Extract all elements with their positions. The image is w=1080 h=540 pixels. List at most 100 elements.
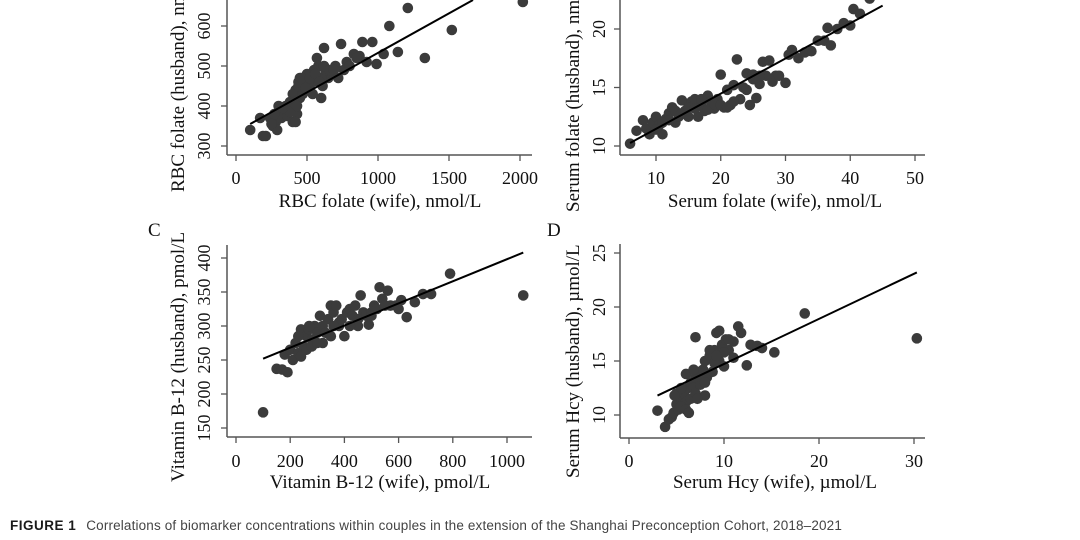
data-point: [751, 92, 762, 104]
data-point: [382, 285, 394, 296]
x-axis-title: RBC folate (wife), nmol/L: [279, 191, 482, 212]
data-point: [392, 46, 404, 58]
y-axis-title: Serum Hcy (husband), µmol/L: [563, 244, 584, 478]
data-point: [780, 77, 791, 89]
figure-label: FIGURE 1: [10, 518, 77, 533]
x-tick-label: 1500: [431, 168, 467, 188]
y-tick-label: 15: [589, 79, 609, 97]
x-tick-label: 10: [715, 451, 733, 471]
data-point: [374, 281, 385, 293]
y-tick-label: 400: [194, 245, 214, 272]
x-tick-label: 500: [294, 168, 321, 188]
x-tick-label: 10: [647, 168, 665, 188]
caption-text: Correlations of biomarker concentrations…: [86, 518, 842, 533]
x-tick-label: 1000: [489, 451, 525, 471]
data-point: [911, 333, 923, 344]
data-point: [713, 325, 725, 337]
x-tick-label: 0: [232, 451, 241, 471]
data-point: [669, 390, 680, 401]
data-point: [715, 69, 727, 80]
data-point: [419, 52, 431, 64]
x-tick-label: 600: [385, 451, 412, 471]
panel-b: 102030405010152025Serum folate (wife), n…: [563, 0, 925, 212]
data-point: [349, 300, 361, 311]
data-point: [631, 125, 642, 137]
regression-line: [262, 251, 524, 360]
data-point: [735, 327, 747, 339]
panel-label-c: C: [148, 220, 161, 241]
x-tick-label: 800: [439, 451, 466, 471]
x-tick-label: 20: [810, 451, 828, 471]
data-point: [683, 407, 695, 419]
data-point: [652, 405, 663, 416]
data-point: [328, 64, 340, 76]
x-axis-title: Serum folate (wife), nmol/L: [668, 191, 882, 212]
y-tick-label: 300: [194, 133, 214, 160]
data-point: [317, 337, 329, 349]
x-tick-label: 50: [906, 168, 924, 188]
data-point: [517, 0, 529, 8]
data-point: [444, 268, 456, 279]
data-point: [371, 58, 382, 70]
data-point: [244, 124, 256, 136]
x-axis-title: Vitamin B-12 (wife), pmol/L: [270, 472, 491, 493]
data-point: [637, 114, 649, 126]
regression-line: [629, 4, 884, 144]
data-point: [361, 56, 372, 68]
data-point: [769, 347, 780, 358]
x-tick-label: 30: [777, 168, 795, 188]
data-point: [318, 42, 330, 54]
y-tick-label: 400: [194, 93, 214, 120]
data-point: [676, 95, 688, 106]
data-point: [711, 350, 722, 361]
x-tick-label: 200: [277, 451, 304, 471]
data-point: [764, 55, 775, 66]
regression-line: [657, 271, 918, 397]
x-tick-label: 2000: [502, 168, 538, 188]
data-point: [741, 360, 753, 371]
data-point: [330, 300, 342, 311]
y-axis-title: Vitamin B-12 (husband), pmol/L: [168, 232, 189, 482]
x-tick-label: 40: [841, 168, 859, 188]
data-point: [363, 319, 375, 330]
y-tick-label: 20: [589, 298, 609, 316]
data-point: [357, 36, 368, 48]
y-axis-title: RBC folate (husband), nmol/L: [168, 0, 189, 192]
y-tick-label: 10: [589, 137, 609, 155]
data-point: [517, 290, 529, 301]
y-tick-label: 10: [589, 406, 609, 424]
x-tick-label: 30: [905, 451, 923, 471]
y-tick-label: 250: [194, 347, 214, 374]
data-point: [446, 24, 458, 36]
data-point: [295, 351, 307, 362]
data-point: [260, 130, 272, 142]
data-point: [699, 377, 711, 388]
data-point: [806, 45, 817, 57]
data-point: [822, 22, 833, 34]
panel-label-d: D: [547, 220, 561, 241]
data-point: [344, 60, 355, 72]
y-tick-label: 350: [194, 279, 214, 306]
y-tick-label: 300: [194, 313, 214, 340]
data-point: [692, 393, 703, 405]
data-point: [367, 36, 378, 48]
x-tick-label: 400: [331, 451, 358, 471]
data-point: [335, 38, 347, 50]
x-tick-label: 1000: [360, 168, 396, 188]
figure-caption: FIGURE 1 Correlations of biomarker concen…: [10, 518, 842, 533]
data-point: [282, 366, 293, 378]
data-point: [825, 40, 837, 51]
y-tick-label: 200: [194, 381, 214, 408]
data-point: [296, 72, 307, 84]
x-tick-label: 0: [232, 168, 241, 188]
data-point: [310, 68, 321, 80]
data-point: [351, 52, 363, 64]
data-point: [773, 70, 785, 82]
panel-a: 0500100015002000300400500600700RBC folat…: [168, 0, 538, 212]
y-tick-label: 25: [589, 244, 609, 262]
data-point: [311, 52, 323, 64]
data-point: [741, 84, 752, 96]
y-tick-label: 600: [194, 13, 214, 40]
data-point: [325, 330, 337, 342]
